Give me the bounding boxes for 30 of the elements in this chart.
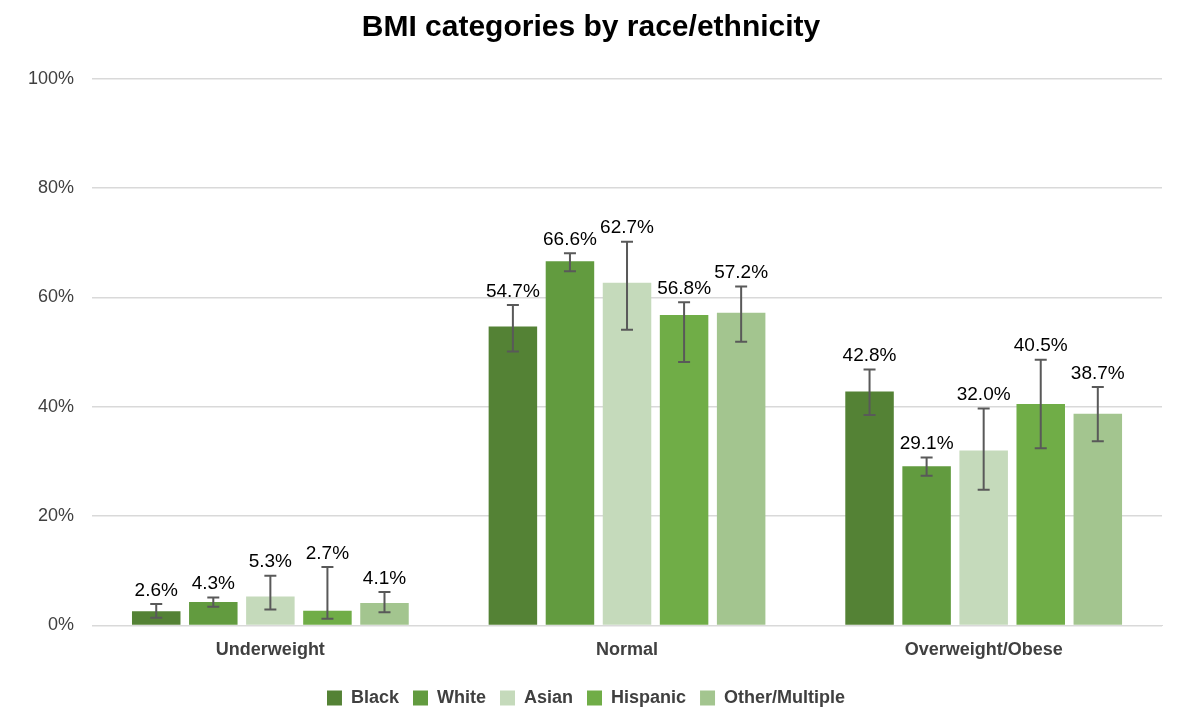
data-label: 42.8% bbox=[842, 344, 897, 366]
y-tick-label: 80% bbox=[38, 177, 75, 198]
data-label: 5.3% bbox=[248, 550, 293, 572]
data-label: 29.1% bbox=[899, 432, 954, 454]
data-label: 32.0% bbox=[956, 383, 1011, 405]
y-tick-label: 100% bbox=[27, 67, 75, 88]
legend-label: White bbox=[437, 686, 486, 707]
x-tick-label: Underweight bbox=[215, 639, 325, 660]
y-tick-label: 40% bbox=[38, 395, 75, 416]
data-label: 66.6% bbox=[543, 227, 597, 249]
y-tick-label: 60% bbox=[38, 286, 75, 307]
chart-title: BMI categories by race/ethnicity bbox=[360, 8, 822, 44]
y-tick-label: 20% bbox=[38, 505, 75, 526]
y-tick-label: 0% bbox=[48, 614, 75, 635]
legend-label: Black bbox=[350, 686, 400, 707]
data-label: 2.6% bbox=[134, 578, 178, 600]
legend-label: Asian bbox=[523, 686, 574, 707]
data-label: 54.7% bbox=[485, 279, 540, 301]
data-label: 38.7% bbox=[1070, 361, 1125, 383]
x-tick-label: Normal bbox=[596, 639, 659, 660]
data-label: 4.3% bbox=[191, 572, 236, 594]
data-label: 56.8% bbox=[657, 277, 712, 299]
data-label: 4.1% bbox=[362, 566, 407, 588]
data-label: 2.7% bbox=[305, 541, 350, 563]
data-label: 62.7% bbox=[600, 216, 655, 238]
legend-label: Hispanic bbox=[611, 686, 687, 707]
legend-label: Other/Multiple bbox=[724, 686, 846, 707]
x-tick-label: Overweight/Obese bbox=[904, 639, 1063, 660]
data-label: 57.2% bbox=[714, 261, 769, 283]
data-label: 40.5% bbox=[1013, 334, 1068, 356]
